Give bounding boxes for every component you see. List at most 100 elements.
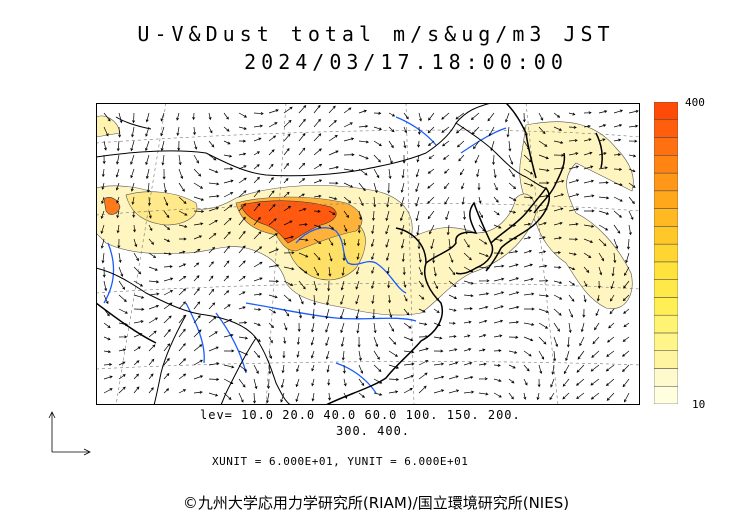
wind-arrow [343, 182, 354, 188]
wind-arrow [178, 250, 186, 254]
wind-arrow [549, 392, 555, 401]
wind-arrow [553, 166, 565, 170]
colorbar-swatch [654, 243, 678, 263]
wind-arrow [563, 364, 570, 375]
wind-arrow [178, 196, 187, 204]
wind-arrow [356, 322, 360, 334]
wind-arrow [356, 238, 360, 247]
wind-arrow [387, 182, 391, 194]
wind-arrow [130, 168, 135, 179]
wind-arrow [598, 181, 609, 185]
wind-arrow [163, 372, 170, 380]
wind-arrow [178, 224, 188, 228]
wind-arrow [268, 203, 276, 212]
wind-arrow [373, 182, 378, 194]
wind-arrow [133, 224, 137, 233]
wind-arrow [311, 322, 315, 333]
wind-arrow [536, 392, 540, 401]
wind-arrow [508, 196, 517, 201]
wind-arrow [268, 336, 273, 344]
wind-arrow [416, 154, 420, 163]
wind-arrow [622, 294, 630, 302]
colorbar-swatch [654, 368, 678, 387]
wind-arrow [118, 386, 126, 394]
wind-arrow [313, 179, 323, 184]
wind-arrow [268, 279, 280, 283]
wind-arrow [208, 346, 219, 352]
wind-arrow [493, 238, 504, 242]
dust-spot-west-peak [103, 197, 121, 215]
wind-arrow [283, 191, 290, 198]
wind-arrow [328, 134, 338, 142]
wind-arrow [358, 140, 370, 144]
wind-arrow [238, 190, 247, 198]
wind-arrow [463, 294, 474, 298]
wind-arrow [611, 266, 615, 277]
wind-arrow [594, 322, 600, 331]
wind-arrow [208, 194, 220, 198]
wind-arrow [116, 210, 120, 219]
wind-arrow [628, 224, 632, 236]
wind-arrow [418, 308, 426, 313]
wind-arrow [223, 179, 234, 184]
wind-arrow [355, 280, 360, 290]
wind-arrow [628, 109, 639, 114]
wind-arrow [238, 275, 246, 282]
dust-spot-northwest [96, 115, 121, 138]
wind-arrow [478, 210, 483, 219]
wind-arrow [448, 348, 458, 352]
wind-arrow [193, 222, 204, 226]
wind-arrow [325, 322, 330, 333]
wind-arrow [493, 224, 502, 229]
wind-arrow [562, 378, 570, 387]
wind-arrow [538, 364, 543, 375]
wind-arrow [448, 334, 457, 338]
wind-arrow [583, 252, 592, 259]
wind-arrow [522, 112, 526, 123]
wind-arrow [313, 163, 323, 170]
wind-arrow [538, 264, 548, 268]
wind-arrow [163, 196, 169, 206]
wind-arrow [463, 266, 474, 273]
wind-arrow [583, 224, 595, 228]
wind-arrow [508, 250, 519, 254]
wind-arrow [283, 251, 295, 255]
wind-arrow [133, 360, 140, 366]
wind-arrow [328, 120, 337, 128]
copyright-credit: ©九州大学応用力学研究所(RIAM)/国立環境研究所(NIES) [182, 494, 570, 512]
wind-arrow [590, 392, 600, 400]
wind-arrow [443, 154, 450, 160]
wind-arrow [476, 168, 480, 178]
wind-arrow [523, 392, 527, 400]
wind-arrow [523, 222, 532, 226]
wind-arrow [103, 322, 111, 329]
wind-arrow [328, 210, 336, 215]
wind-arrow [568, 138, 578, 142]
wind-arrow [325, 308, 330, 320]
wind-arrow [427, 182, 435, 189]
wind-arrow [208, 154, 217, 161]
wind-arrow [178, 154, 182, 166]
wind-arrow [118, 252, 122, 264]
wind-arrow [427, 168, 435, 174]
wind-arrow [433, 375, 445, 380]
wind-arrow [418, 280, 424, 288]
wind-arrow [313, 294, 317, 306]
wind-arrow [280, 392, 285, 403]
wind-arrow [493, 349, 502, 353]
wind-arrow [160, 126, 165, 137]
wind-arrow [223, 112, 229, 120]
wind-arrow [163, 238, 171, 243]
wind-arrow [313, 266, 319, 277]
wind-arrow [523, 196, 534, 200]
wind-arrow [238, 350, 249, 356]
wind-arrow [371, 280, 375, 290]
wind-arrow [208, 377, 220, 381]
wind-arrow [253, 112, 264, 116]
wind-arrow [508, 210, 517, 214]
wind-arrow [118, 348, 127, 352]
wind-arrow [223, 290, 230, 296]
wind-arrow [463, 375, 474, 380]
wind-arrow [442, 140, 450, 147]
wind-arrow [328, 266, 332, 277]
